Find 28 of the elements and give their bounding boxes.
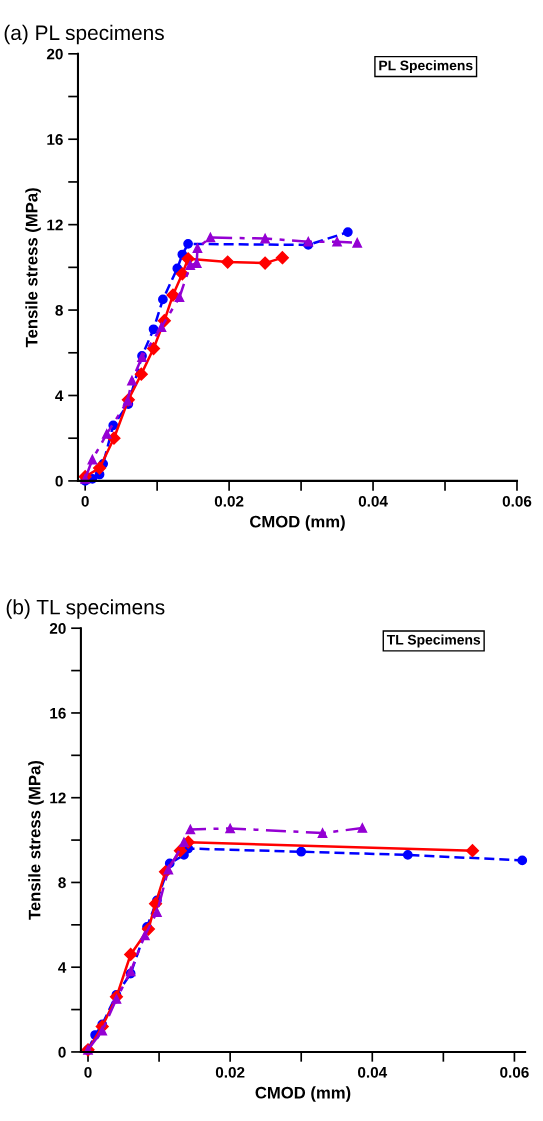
- y-axis-title: Tensile stress (MPa): [25, 188, 41, 348]
- x-tick-label: 0.04: [358, 1066, 388, 1078]
- x-axis-title: CMOD (mm): [255, 1086, 351, 1102]
- y-tick-label: 8: [58, 877, 66, 889]
- x-tick-label: 0: [81, 495, 89, 507]
- x-axis-title: CMOD (mm): [250, 515, 345, 531]
- y-axis-title: Tensile stress (MPa): [28, 760, 44, 920]
- y-tick-label: 16: [47, 134, 63, 145]
- chart-title: (b) TL specimens: [6, 599, 165, 619]
- y-tick-label: 12: [47, 219, 63, 231]
- x-tick-label: 0.02: [214, 495, 244, 507]
- y-tick-label: 20: [46, 48, 63, 60]
- y-tick-label: 4: [55, 390, 64, 402]
- y-tick-label: 8: [55, 304, 63, 316]
- y-tick-label: 20: [49, 623, 66, 634]
- x-tick-label: 0.06: [500, 1066, 529, 1078]
- y-tick-label: 16: [50, 707, 66, 719]
- x-tick-label: 0: [84, 1066, 92, 1078]
- x-tick-label: 0.04: [358, 495, 388, 507]
- y-tick-label: 0: [58, 1046, 66, 1058]
- chart-title: (a) PL specimens: [4, 24, 164, 45]
- annotation: TL Specimens: [386, 634, 481, 648]
- y-tick-label: 0: [55, 475, 63, 487]
- y-tick-label: 4: [58, 962, 67, 973]
- annotation: PL Specimens: [379, 60, 473, 74]
- y-tick-label: 12: [50, 792, 66, 804]
- x-tick-label: 0.06: [502, 495, 532, 507]
- x-tick-label: 0.02: [215, 1066, 245, 1078]
